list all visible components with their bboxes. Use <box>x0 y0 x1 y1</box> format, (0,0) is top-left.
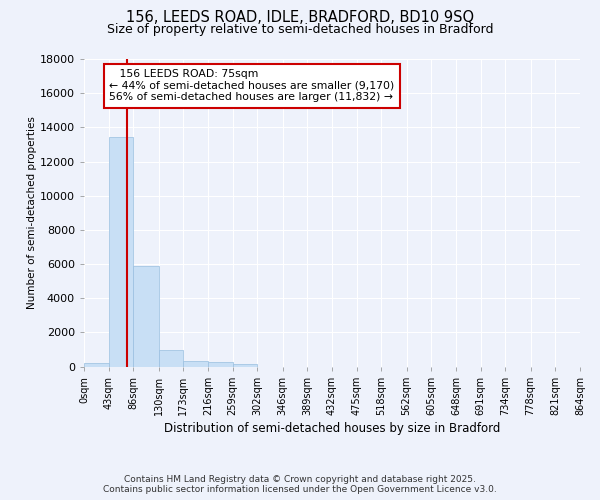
Bar <box>233 364 257 366</box>
X-axis label: Distribution of semi-detached houses by size in Bradford: Distribution of semi-detached houses by … <box>164 422 500 435</box>
Bar <box>183 361 208 366</box>
Bar <box>208 362 233 366</box>
Text: Contains HM Land Registry data © Crown copyright and database right 2025.
Contai: Contains HM Land Registry data © Crown c… <box>103 474 497 494</box>
Bar <box>158 350 183 366</box>
Bar <box>133 266 158 366</box>
Text: Size of property relative to semi-detached houses in Bradford: Size of property relative to semi-detach… <box>107 22 493 36</box>
Text: 156, LEEDS ROAD, IDLE, BRADFORD, BD10 9SQ: 156, LEEDS ROAD, IDLE, BRADFORD, BD10 9S… <box>126 10 474 25</box>
Text: 156 LEEDS ROAD: 75sqm
← 44% of semi-detached houses are smaller (9,170)
56% of s: 156 LEEDS ROAD: 75sqm ← 44% of semi-deta… <box>109 70 394 102</box>
Bar <box>109 137 133 366</box>
Bar <box>84 363 109 366</box>
Y-axis label: Number of semi-detached properties: Number of semi-detached properties <box>27 116 37 310</box>
